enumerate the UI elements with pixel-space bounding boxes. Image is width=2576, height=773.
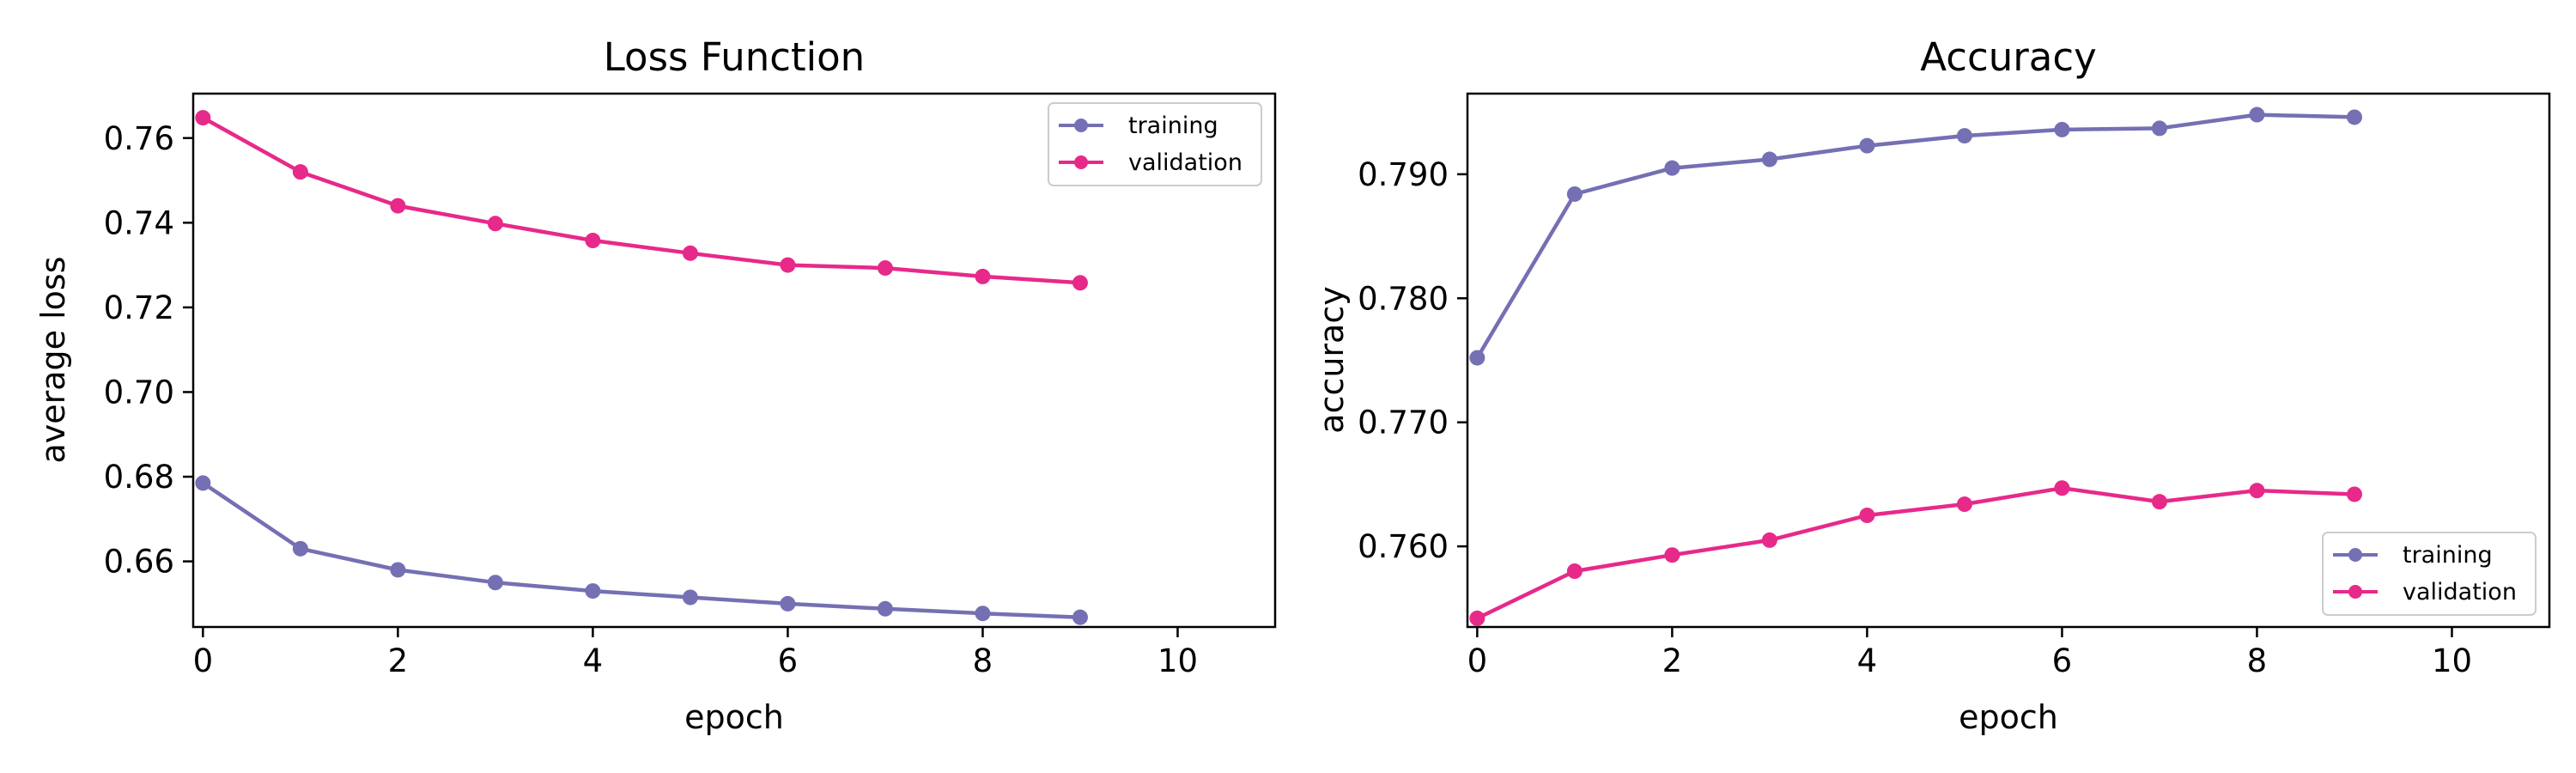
accuracy-training-point — [1664, 160, 1680, 176]
accuracy-yticks: 0.760 0.770 0.780 0.790 — [1358, 156, 1467, 565]
accuracy-xtick-label: 8 — [2247, 642, 2268, 679]
loss-legend-training-marker — [1074, 119, 1088, 132]
accuracy-validation-point — [1469, 610, 1485, 626]
loss-training-point — [487, 575, 503, 591]
accuracy-validation-point — [2249, 483, 2265, 499]
loss-training-point — [585, 583, 601, 600]
accuracy-xtick-label: 10 — [2432, 642, 2472, 679]
loss-ylabel: average loss — [34, 256, 72, 463]
accuracy-plot-area — [1466, 92, 2551, 629]
loss-ytick-label: 0.76 — [104, 120, 174, 157]
loss-xtick-label: 4 — [583, 642, 604, 679]
loss-training-point — [1072, 609, 1088, 625]
accuracy-xlabel: epoch — [1959, 698, 2058, 736]
accuracy-validation-point — [1859, 508, 1875, 524]
accuracy-training-point — [2151, 120, 2167, 137]
accuracy-ylabel: accuracy — [1313, 286, 1351, 433]
accuracy-training-line — [1475, 113, 2355, 359]
loss-xtick-label: 10 — [1157, 642, 1198, 679]
loss-validation-point — [585, 233, 601, 249]
accuracy-validation-point — [2151, 494, 2167, 510]
accuracy-validation-point — [2346, 486, 2362, 502]
accuracy-training-point — [2054, 121, 2070, 137]
loss-training-point — [682, 589, 698, 606]
loss-validation-point — [390, 198, 406, 214]
loss-panel: Loss Function 0 2 4 6 8 10 0.660.680.700.720.… — [34, 34, 1277, 736]
loss-xtick-label: 2 — [388, 642, 409, 679]
loss-xticks: 0 2 4 6 8 10 — [193, 627, 1198, 679]
loss-xtick-label: 0 — [193, 642, 214, 679]
accuracy-validation-point — [1761, 532, 1777, 548]
loss-xtick-label: 6 — [778, 642, 799, 679]
accuracy-training-point — [1566, 186, 1583, 202]
loss-validation-point — [975, 268, 991, 284]
accuracy-ytick-label: 0.760 — [1358, 528, 1449, 565]
loss-legend-validation-label: validation — [1128, 149, 1242, 176]
accuracy-xticks: 0 2 4 6 8 10 — [1467, 627, 2472, 679]
accuracy-training-point — [1761, 151, 1777, 167]
loss-ytick-label: 0.66 — [104, 544, 174, 581]
loss-validation-line — [202, 116, 1081, 285]
accuracy-training-point — [2346, 109, 2362, 125]
loss-training-line — [202, 481, 1081, 619]
accuracy-legend-validation-marker — [2348, 585, 2362, 599]
loss-training-point — [390, 562, 406, 578]
accuracy-validation-point — [1566, 563, 1583, 580]
accuracy-ytick-label: 0.790 — [1358, 156, 1449, 193]
accuracy-training-point — [1469, 350, 1485, 366]
accuracy-legend-validation-label: validation — [2403, 579, 2517, 606]
accuracy-ytick-label: 0.780 — [1358, 280, 1449, 317]
accuracy-legend-training-marker — [2348, 548, 2362, 562]
accuracy-validation-point — [1956, 496, 1972, 513]
accuracy-legend: training validation — [2322, 532, 2537, 616]
loss-validation-point — [487, 216, 503, 232]
loss-ytick-label: 0.72 — [104, 289, 174, 326]
loss-validation-point — [877, 260, 893, 277]
loss-series — [195, 110, 1088, 625]
accuracy-panel: Accuracy 0 2 4 6 8 10 0.760 0.770 0.780 0.790 ep… — [1313, 34, 2551, 736]
loss-training-point — [975, 606, 991, 622]
loss-training-point — [780, 595, 796, 612]
accuracy-training-point — [1859, 137, 1875, 154]
loss-legend-validation-marker — [1074, 155, 1088, 169]
accuracy-legend-training-label: training — [2403, 542, 2493, 569]
loss-validation-point — [292, 164, 308, 180]
accuracy-series — [1469, 107, 2362, 626]
loss-legend-training-label: training — [1128, 113, 1218, 139]
loss-validation-point — [1072, 275, 1088, 291]
accuracy-title: Accuracy — [1920, 34, 2096, 80]
accuracy-ytick-label: 0.770 — [1358, 405, 1449, 441]
loss-validation-point — [682, 245, 698, 261]
loss-ytick-label: 0.70 — [104, 374, 174, 411]
accuracy-validation-point — [2054, 480, 2070, 496]
accuracy-xtick-label: 6 — [2052, 642, 2073, 679]
accuracy-training-point — [2249, 107, 2265, 123]
loss-yticks: 0.66 0.68 0.70 0.72 0.74 0.76 — [104, 120, 193, 581]
loss-plot-area — [191, 92, 1277, 629]
loss-training-point — [877, 600, 893, 617]
accuracy-xtick-label: 0 — [1467, 642, 1488, 679]
accuracy-xtick-label: 2 — [1662, 642, 1683, 679]
accuracy-xtick-label: 4 — [1857, 642, 1878, 679]
loss-ytick-label: 0.74 — [104, 204, 174, 241]
loss-ytick-label: 0.68 — [104, 459, 174, 496]
loss-xtick-label: 8 — [973, 642, 993, 679]
loss-training-point — [195, 475, 211, 491]
loss-validation-point — [195, 110, 211, 126]
loss-training-point — [292, 540, 308, 557]
accuracy-training-point — [1956, 128, 1972, 144]
loss-validation-point — [780, 257, 796, 273]
accuracy-validation-point — [1664, 547, 1680, 563]
loss-legend: training validation — [1048, 102, 1262, 186]
accuracy-validation-line — [1476, 486, 2355, 620]
loss-title: Loss Function — [604, 34, 865, 80]
loss-xlabel: epoch — [684, 698, 784, 736]
